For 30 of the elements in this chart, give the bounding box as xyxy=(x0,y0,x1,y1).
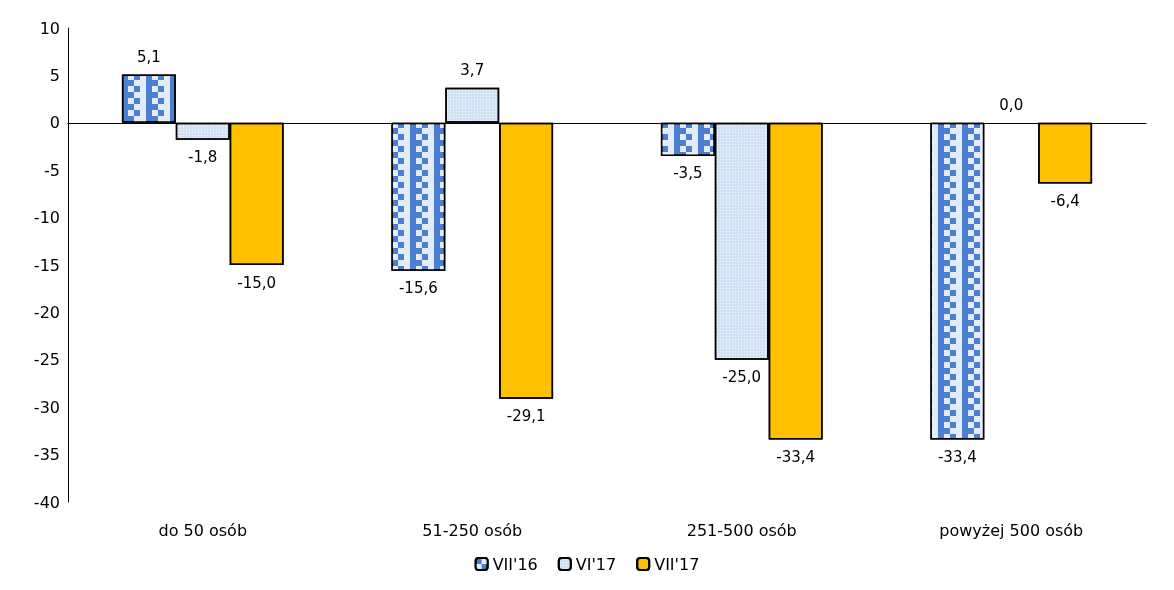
data-label: 3,7 xyxy=(460,61,485,80)
y-tick-label: -10 xyxy=(33,208,60,228)
y-tick-label: -5 xyxy=(44,160,60,180)
x-tick-label: 251-500 osób xyxy=(686,520,797,540)
data-label: -33,4 xyxy=(776,447,816,466)
y-tick-label: -30 xyxy=(33,397,60,417)
y-tick-label: -25 xyxy=(33,350,60,370)
y-tick-label: -40 xyxy=(33,492,60,512)
data-label: -3,5 xyxy=(673,164,703,183)
data-label: -15,6 xyxy=(398,279,438,298)
legend-label: VII'16 xyxy=(492,554,538,574)
data-label: -29,1 xyxy=(506,407,546,426)
x-tick-label: do 50 osób xyxy=(158,520,248,540)
data-label: 0,0 xyxy=(999,96,1024,115)
y-tick-label: -20 xyxy=(33,302,60,322)
data-label: -25,0 xyxy=(722,368,762,387)
y-tick-label: 5 xyxy=(49,65,60,85)
data-label: 5,1 xyxy=(136,47,161,66)
data-label: -33,4 xyxy=(937,447,977,466)
legend-label: VI'17 xyxy=(575,554,617,574)
data-label: -1,8 xyxy=(188,148,218,167)
x-tick-label: 51-250 osób xyxy=(422,520,523,540)
y-tick-label: 0 xyxy=(49,113,60,133)
data-label: -6,4 xyxy=(1050,191,1080,210)
y-tick-label: 10 xyxy=(39,18,60,38)
y-tick-label: -15 xyxy=(33,255,60,275)
y-tick-label: -35 xyxy=(33,445,60,465)
data-label: -15,0 xyxy=(237,273,277,292)
legend-label: VII'17 xyxy=(654,554,700,574)
x-tick-label: powyżej 500 osób xyxy=(939,520,1084,540)
